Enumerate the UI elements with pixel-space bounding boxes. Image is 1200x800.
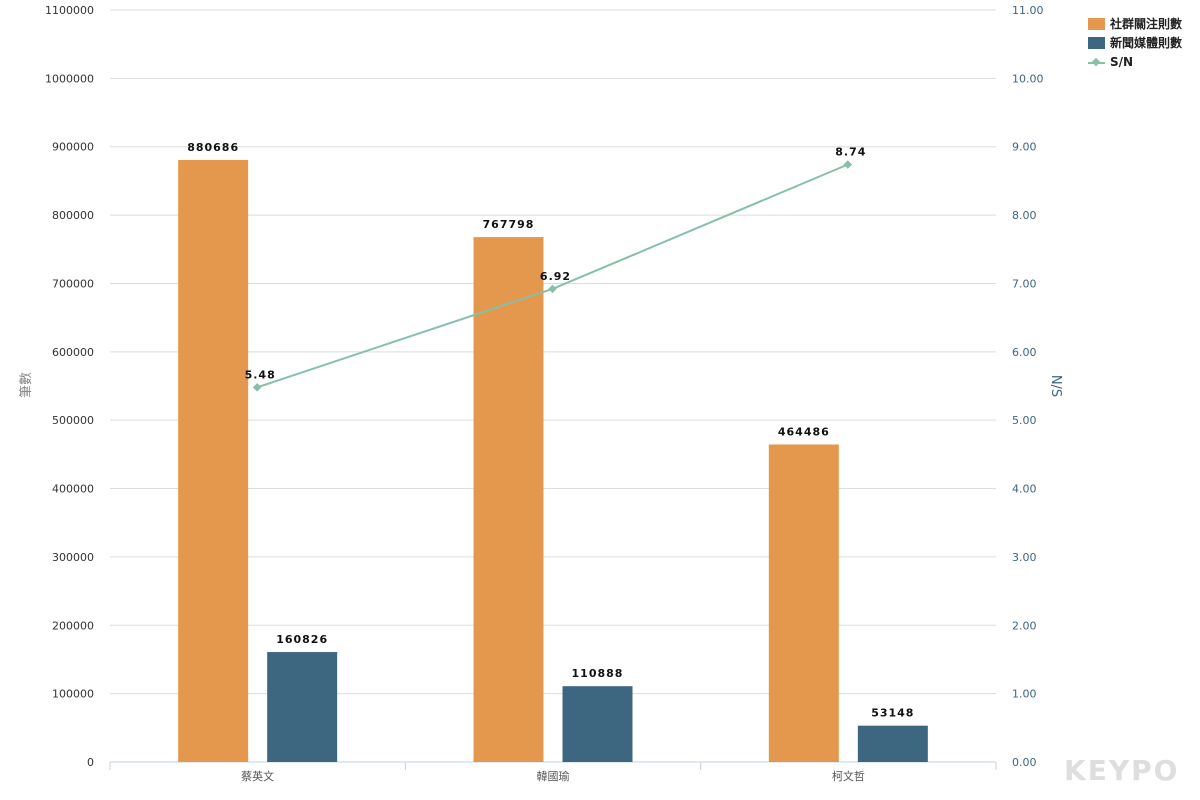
y-tick-label: 600000 bbox=[52, 346, 94, 359]
y-tick-label: 100000 bbox=[52, 688, 94, 701]
y-tick-label: 1100000 bbox=[45, 4, 94, 17]
sn-point bbox=[252, 383, 262, 392]
bar-data-label: 767798 bbox=[483, 218, 535, 231]
legend: 社群關注則數 新聞媒體則數 S/N bbox=[1088, 14, 1182, 71]
y-axis-title: 筆數 bbox=[19, 372, 34, 398]
y-tick-label: 900000 bbox=[52, 141, 94, 154]
legend-item-sn[interactable]: S/N bbox=[1088, 52, 1182, 71]
y2-tick-label: 0.00 bbox=[1012, 756, 1037, 769]
y-tick-label: 700000 bbox=[52, 277, 94, 290]
bar bbox=[473, 237, 544, 763]
sn-point bbox=[843, 160, 853, 169]
legend-swatch-sn bbox=[1088, 56, 1105, 68]
y2-tick-label: 2.00 bbox=[1012, 619, 1037, 632]
y2-tick-label: 6.00 bbox=[1012, 346, 1037, 359]
y-tick-label: 1000000 bbox=[45, 72, 94, 85]
bar bbox=[857, 725, 928, 762]
bar bbox=[768, 444, 839, 762]
y-tick-label: 300000 bbox=[52, 551, 94, 564]
y2-axis-title: N/S bbox=[1048, 375, 1063, 397]
legend-label-news: 新聞媒體則數 bbox=[1110, 36, 1183, 50]
y2-tick-label: 5.00 bbox=[1012, 414, 1037, 427]
legend-swatch-social bbox=[1088, 17, 1105, 30]
sn-data-label: 6.92 bbox=[540, 270, 571, 283]
bar-data-label: 880686 bbox=[187, 141, 239, 154]
y2-tick-label: 8.00 bbox=[1012, 209, 1037, 222]
legend-swatch-news bbox=[1088, 36, 1105, 49]
sn-data-label: 5.48 bbox=[245, 368, 276, 381]
bar bbox=[267, 652, 338, 762]
y2-tick-label: 3.00 bbox=[1012, 551, 1037, 564]
legend-label-sn: S/N bbox=[1110, 54, 1134, 69]
y2-tick-label: 1.00 bbox=[1012, 688, 1037, 701]
x-tick-label: 柯文哲 bbox=[832, 769, 865, 783]
bar bbox=[178, 159, 249, 762]
bar-data-label: 53148 bbox=[871, 707, 914, 720]
x-tick-label: 蔡英文 bbox=[241, 769, 274, 783]
legend-label-social: 社群關注則數 bbox=[1110, 17, 1183, 31]
sn-data-label: 8.74 bbox=[835, 146, 866, 159]
x-tick-label: 韓國瑜 bbox=[537, 769, 570, 783]
y2-tick-label: 4.00 bbox=[1012, 483, 1037, 496]
bar-data-label: 464486 bbox=[778, 425, 830, 438]
bar bbox=[562, 686, 633, 762]
legend-item-social[interactable]: 社群關注則數 bbox=[1088, 14, 1182, 33]
y2-tick-label: 9.00 bbox=[1012, 141, 1037, 154]
y2-tick-label: 11.00 bbox=[1012, 4, 1044, 17]
y2-tick-label: 10.00 bbox=[1012, 72, 1044, 85]
sn-point bbox=[548, 284, 557, 294]
bar-data-label: 160826 bbox=[276, 633, 328, 646]
y2-tick-label: 7.00 bbox=[1012, 277, 1037, 290]
y-tick-label: 800000 bbox=[52, 209, 94, 222]
keypo-watermark-logo: KEYPO bbox=[1064, 754, 1180, 787]
y-tick-label: 500000 bbox=[52, 414, 94, 427]
y-tick-label: 400000 bbox=[52, 483, 94, 496]
bar-data-label: 110888 bbox=[572, 667, 624, 680]
legend-item-news[interactable]: 新聞媒體則數 bbox=[1088, 33, 1182, 52]
y-tick-label: 0 bbox=[87, 756, 94, 769]
y-tick-label: 200000 bbox=[52, 619, 94, 632]
